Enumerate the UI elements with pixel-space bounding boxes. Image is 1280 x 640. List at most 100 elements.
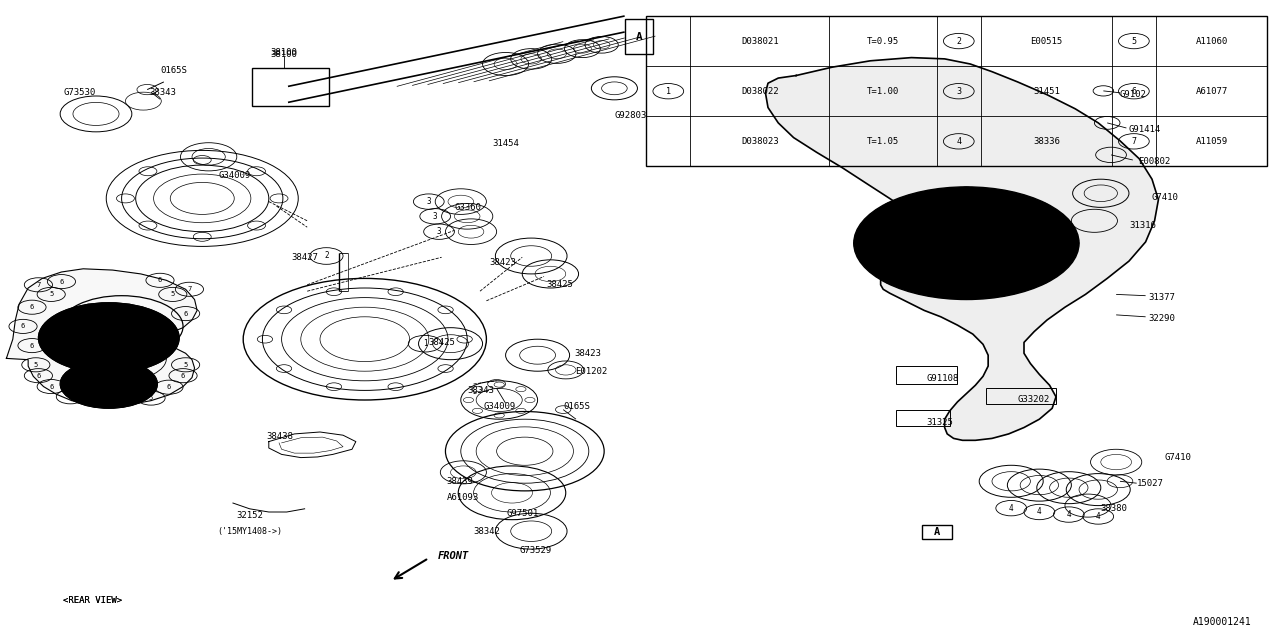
Text: 5: 5 (68, 394, 73, 400)
Circle shape (1029, 275, 1050, 285)
Text: A: A (934, 527, 940, 537)
Text: G73530: G73530 (64, 88, 96, 97)
Text: E00515: E00515 (1030, 36, 1062, 45)
Text: 7: 7 (1132, 137, 1137, 146)
Text: 31454: 31454 (493, 140, 520, 148)
Text: 31377: 31377 (1148, 293, 1175, 302)
Text: 38100: 38100 (271, 48, 297, 57)
Text: 6: 6 (49, 383, 54, 390)
Text: D038021: D038021 (741, 36, 778, 45)
Text: 38100: 38100 (271, 50, 297, 59)
Text: 32152: 32152 (237, 511, 262, 520)
Text: 38343: 38343 (150, 88, 177, 97)
Text: 31316: 31316 (1129, 221, 1156, 230)
Text: D038023: D038023 (741, 137, 778, 146)
Circle shape (1059, 238, 1079, 248)
Text: A: A (635, 32, 643, 42)
Text: 5: 5 (170, 291, 175, 298)
Text: 31451: 31451 (1033, 86, 1060, 96)
Text: G73529: G73529 (520, 546, 552, 555)
Text: 38427: 38427 (292, 253, 319, 262)
Text: G9102: G9102 (1120, 90, 1147, 99)
Polygon shape (765, 58, 1158, 440)
Text: G3360: G3360 (454, 204, 481, 212)
Text: 6: 6 (166, 384, 172, 390)
Text: G7410: G7410 (1152, 193, 1179, 202)
Text: 4: 4 (1096, 512, 1101, 521)
Text: 6: 6 (157, 277, 163, 284)
Text: G97501: G97501 (507, 509, 539, 518)
Text: 5: 5 (148, 395, 154, 401)
Circle shape (1029, 202, 1050, 212)
Text: 1: 1 (666, 86, 671, 96)
Circle shape (956, 289, 977, 300)
Text: T=1.00: T=1.00 (867, 86, 900, 96)
Text: G34009: G34009 (484, 402, 516, 411)
Text: 38423: 38423 (489, 258, 516, 267)
Text: T=0.95: T=0.95 (867, 36, 900, 45)
Text: 7: 7 (36, 282, 41, 288)
Text: 4: 4 (1037, 508, 1042, 516)
Text: 6: 6 (180, 372, 186, 379)
Text: G97501: G97501 (113, 386, 145, 395)
Bar (252, 68, 329, 106)
Text: 31325: 31325 (927, 418, 954, 427)
Bar (896, 410, 950, 426)
Text: G92803: G92803 (614, 111, 646, 120)
Text: 6: 6 (183, 310, 188, 317)
Text: <REAR VIEW>: <REAR VIEW> (63, 596, 122, 605)
Text: 38439: 38439 (447, 477, 474, 486)
Text: 2: 2 (956, 36, 961, 45)
Text: A61077: A61077 (1196, 86, 1228, 96)
Text: 38425: 38425 (547, 280, 573, 289)
Text: <REAR VIEW>: <REAR VIEW> (63, 596, 122, 605)
Text: 32290: 32290 (1148, 314, 1175, 323)
Bar (922, 525, 952, 539)
Text: G91108: G91108 (927, 374, 959, 383)
Text: 3: 3 (433, 212, 438, 221)
Circle shape (60, 360, 157, 408)
Text: 6: 6 (20, 323, 26, 330)
Text: T=1.05: T=1.05 (867, 137, 900, 146)
Text: D038022: D038022 (741, 86, 778, 96)
Text: E01202: E01202 (575, 367, 607, 376)
Text: 0165S: 0165S (563, 402, 590, 411)
Bar (986, 388, 1056, 404)
Text: 38342: 38342 (474, 527, 500, 536)
Text: A11059: A11059 (1196, 137, 1228, 146)
Text: 3: 3 (436, 227, 442, 236)
Polygon shape (6, 269, 197, 406)
Text: 7: 7 (187, 286, 192, 292)
Text: 5: 5 (183, 362, 188, 368)
Text: 3: 3 (426, 197, 431, 206)
Text: A11060: A11060 (1196, 36, 1228, 45)
Text: 5: 5 (33, 362, 38, 368)
Text: 6: 6 (29, 304, 35, 310)
Text: 38343: 38343 (467, 386, 494, 395)
Text: 0165S: 0165S (160, 66, 187, 75)
Text: 38438: 38438 (266, 432, 293, 441)
Text: FRONT: FRONT (438, 550, 468, 561)
Text: 4: 4 (956, 137, 961, 146)
Text: 6: 6 (59, 278, 64, 285)
Text: 4: 4 (1009, 504, 1014, 513)
Bar (646, 16, 1267, 166)
Circle shape (854, 238, 874, 248)
Text: 38342: 38342 (81, 354, 108, 363)
Text: G34009: G34009 (219, 172, 251, 180)
Text: G91414: G91414 (1129, 125, 1161, 134)
Text: 5: 5 (49, 291, 54, 298)
Text: G7410: G7410 (1165, 453, 1192, 462)
Text: 38425: 38425 (429, 338, 456, 347)
Text: 38336: 38336 (1033, 137, 1060, 146)
Text: 3: 3 (956, 86, 961, 96)
Circle shape (883, 275, 904, 285)
Text: 1: 1 (422, 339, 428, 348)
Text: 5: 5 (1132, 36, 1137, 45)
Circle shape (38, 303, 179, 373)
Text: E00802: E00802 (1138, 157, 1170, 166)
Text: ('15MY1408->): ('15MY1408->) (218, 527, 282, 536)
Text: 6: 6 (1132, 86, 1137, 96)
Text: 4: 4 (1066, 510, 1071, 519)
Circle shape (883, 202, 904, 212)
